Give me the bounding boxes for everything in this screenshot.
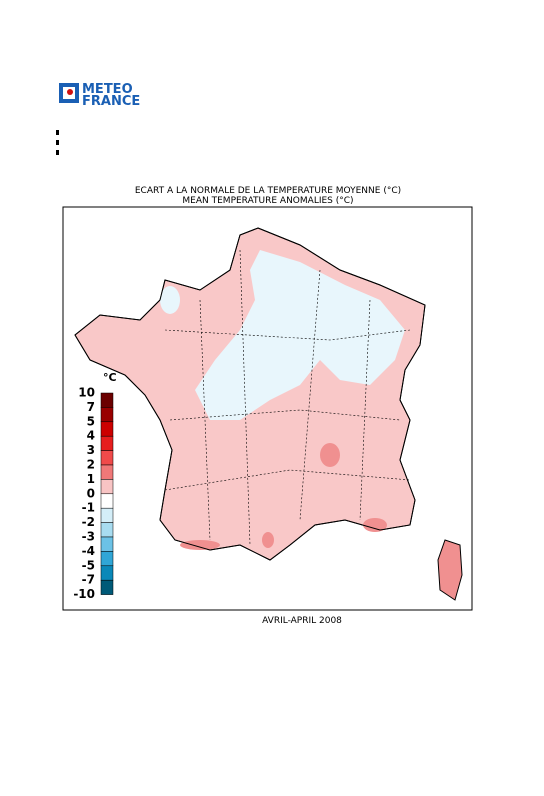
legend-swatch [100, 407, 114, 423]
legend-label: 4 [87, 429, 95, 443]
legend-swatch [100, 392, 114, 408]
legend-swatch [100, 450, 114, 466]
legend-unit: °C [103, 371, 117, 384]
legend-label: 0 [87, 486, 95, 500]
legend-swatch [100, 536, 114, 552]
period: AVRIL-APRIL 2008 [262, 616, 342, 626]
legend-swatch [100, 479, 114, 495]
logo-line1: METEO [82, 82, 133, 97]
legend-label: -1 [82, 501, 95, 515]
legend-label: 5 [87, 414, 95, 428]
legend-swatch [100, 421, 114, 437]
logo: METEO FRANCE [59, 82, 140, 109]
legend-swatch [100, 579, 114, 595]
legend-label: 1 [87, 472, 95, 486]
legend-label: 7 [87, 400, 95, 414]
title: ECART A LA NORMALE DE LA TEMPERATURE MOY… [135, 186, 401, 196]
legend-swatch [100, 507, 114, 523]
legend-label: 10 [78, 386, 95, 400]
legend-label: -7 [82, 573, 95, 587]
legend-swatch [100, 565, 114, 581]
map [74, 227, 463, 601]
legend-swatch [100, 493, 114, 509]
legend-swatch [100, 522, 114, 538]
subtitle: MEAN TEMPERATURE ANOMALIES (°C) [182, 196, 353, 206]
legend-label: -5 [82, 558, 95, 572]
legend-label: -3 [82, 530, 95, 544]
logo-line2: FRANCE [82, 94, 140, 109]
legend-label: -4 [82, 544, 95, 558]
map-frame [62, 206, 473, 611]
legend-swatch [100, 435, 114, 451]
legend-label: -2 [82, 515, 95, 529]
legend-label: 3 [87, 443, 95, 457]
marks [56, 130, 59, 155]
legend-label: 2 [87, 458, 95, 472]
legend-label: -10 [73, 587, 95, 601]
legend-swatch [100, 464, 114, 480]
legend-swatch [100, 551, 114, 567]
